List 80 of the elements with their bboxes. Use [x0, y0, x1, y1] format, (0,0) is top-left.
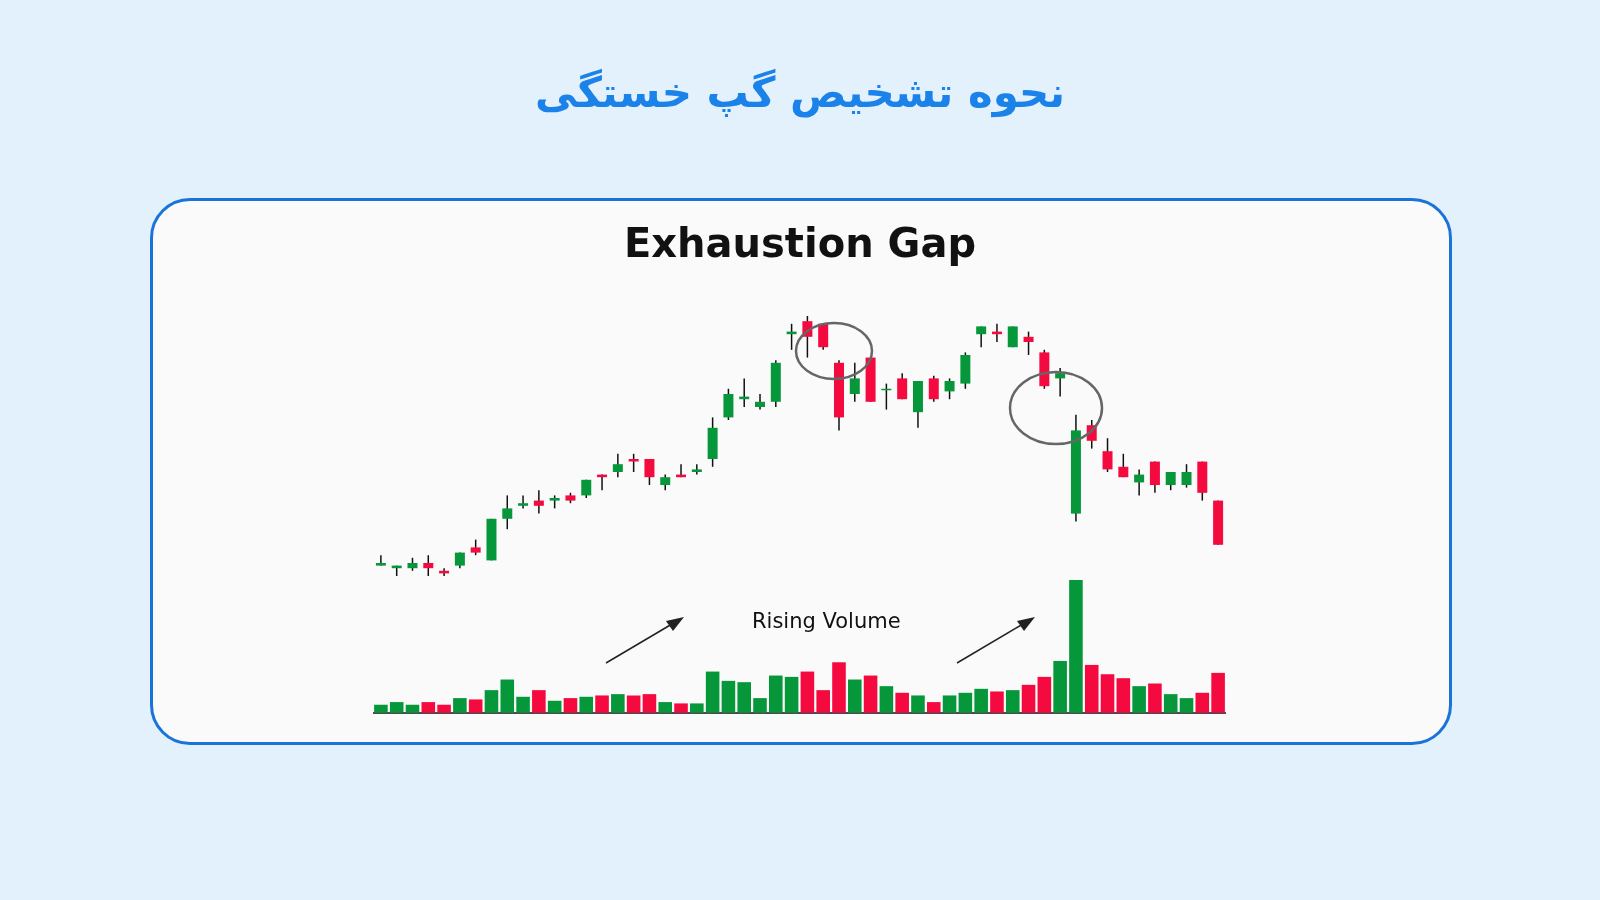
bar: [1179, 698, 1194, 713]
bar: [437, 704, 451, 713]
bar: [642, 694, 657, 713]
annotation: Rising Volume: [752, 609, 901, 633]
candlestick: [1181, 463, 1192, 489]
candlestick: [644, 458, 655, 486]
candlestick: [423, 554, 434, 577]
bar: [1037, 676, 1052, 713]
bar: [1195, 692, 1210, 713]
bar: [500, 679, 515, 713]
bar: [800, 671, 815, 713]
candlestick: [628, 453, 639, 473]
bar: [405, 704, 420, 713]
bar: [374, 704, 388, 713]
bar: [863, 675, 878, 713]
bar: [753, 698, 767, 713]
candlestick: [849, 362, 860, 403]
bar: [1100, 674, 1115, 713]
bar: [563, 698, 578, 713]
bar: [784, 676, 799, 713]
candlestick: [518, 494, 529, 510]
bar: [516, 696, 530, 713]
bar: [611, 694, 625, 713]
candlestick: [944, 377, 955, 400]
bar: [911, 695, 925, 713]
bar: [1211, 672, 1225, 713]
candlestick: [723, 388, 734, 421]
bar: [532, 690, 546, 713]
bar: [468, 699, 483, 713]
bar: [626, 695, 641, 713]
candlestick: [976, 325, 987, 348]
candlestick: [375, 554, 386, 567]
bar: [674, 703, 688, 713]
bar: [1132, 686, 1146, 713]
candlestick: [897, 372, 908, 400]
bar: [958, 692, 973, 713]
bar: [737, 682, 752, 713]
bar: [705, 671, 720, 713]
bar: [690, 703, 704, 713]
bar: [547, 700, 562, 713]
candlestick: [755, 393, 766, 411]
bar: [1005, 690, 1020, 713]
bar: [974, 688, 988, 713]
bar: [721, 680, 736, 713]
candlestick: [1165, 471, 1176, 491]
bar: [389, 702, 404, 713]
candlestick: [502, 494, 513, 530]
bar: [1148, 683, 1162, 713]
candlestick: [1149, 460, 1160, 494]
bar: [926, 702, 941, 713]
candlestick: [1102, 437, 1113, 473]
bar: [990, 691, 1004, 713]
bar: [579, 696, 594, 713]
bar: [1084, 664, 1099, 713]
bar: [484, 690, 499, 713]
bar: [879, 686, 894, 713]
bar: [1069, 580, 1083, 713]
candlestick: [691, 463, 702, 476]
chart-subtitle: Exhaustion Gap: [622, 220, 978, 266]
bar: [816, 690, 830, 713]
bar: [421, 702, 436, 713]
candlestick: [1134, 468, 1145, 497]
bar: [1021, 684, 1036, 713]
candlestick: [612, 453, 623, 478]
bar: [847, 679, 862, 713]
bar: [1116, 678, 1131, 713]
bar: [453, 698, 467, 713]
bar: [942, 695, 957, 713]
bar: [1163, 694, 1178, 713]
bar: [658, 702, 673, 713]
chart-title: نحوه تشخیص گپ خستگی: [533, 68, 1067, 117]
candlestick: [533, 489, 544, 515]
candlestick: [818, 323, 829, 351]
bar: [895, 692, 909, 713]
bar: [595, 695, 609, 713]
candlestick: [928, 375, 939, 403]
bar: [832, 662, 846, 713]
bar: [769, 675, 783, 713]
bar: [1053, 660, 1067, 713]
candlestick: [1023, 330, 1034, 356]
